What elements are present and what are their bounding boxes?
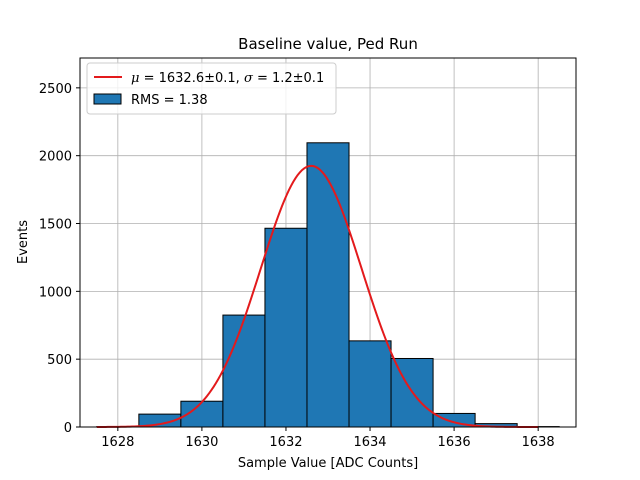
histogram-bar (222, 314, 266, 428)
legend-label-rms: RMS = 1.38 (131, 93, 208, 108)
histogram-bar (348, 340, 392, 428)
plot-area-frame (79, 57, 577, 428)
legend-swatch-histogram (93, 93, 122, 105)
x-tick-label: 1628 (101, 435, 134, 450)
y-tick-label: 2500 (39, 82, 72, 97)
x-axis-ticks: 1628 1630 1632 1634 1636 1638 (101, 427, 555, 450)
gaussian-fit-curve (96, 164, 539, 428)
legend-label-fit: μ = 1632.6±0.1, σ = 1.2±0.1 (131, 71, 324, 86)
histogram-bar (264, 227, 308, 428)
x-axis-label: Sample Value [ADC Counts] (238, 456, 418, 471)
y-tick-label: 0 (64, 421, 72, 436)
y-tick-label: 2000 (39, 150, 72, 165)
chart-title: Baseline value, Ped Run (238, 35, 418, 53)
x-tick-label: 1630 (185, 435, 218, 450)
y-tick-label: 1000 (39, 285, 72, 300)
x-tick-label: 1632 (269, 435, 302, 450)
histogram-bar (306, 142, 350, 428)
y-axis-ticks: 0 500 1000 1500 2000 2500 (39, 82, 80, 436)
y-tick-label: 1500 (39, 218, 72, 233)
x-tick-label: 1634 (353, 435, 386, 450)
y-tick-label: 500 (47, 353, 72, 368)
histogram-bars (96, 142, 560, 428)
x-tick-label: 1638 (522, 435, 555, 450)
legend-box (86, 62, 337, 115)
x-tick-label: 1636 (438, 435, 471, 450)
legend: μ = 1632.6±0.1, σ = 1.2±0.1 RMS = 1.38 (86, 62, 337, 115)
y-axis-label: Events (16, 220, 31, 264)
